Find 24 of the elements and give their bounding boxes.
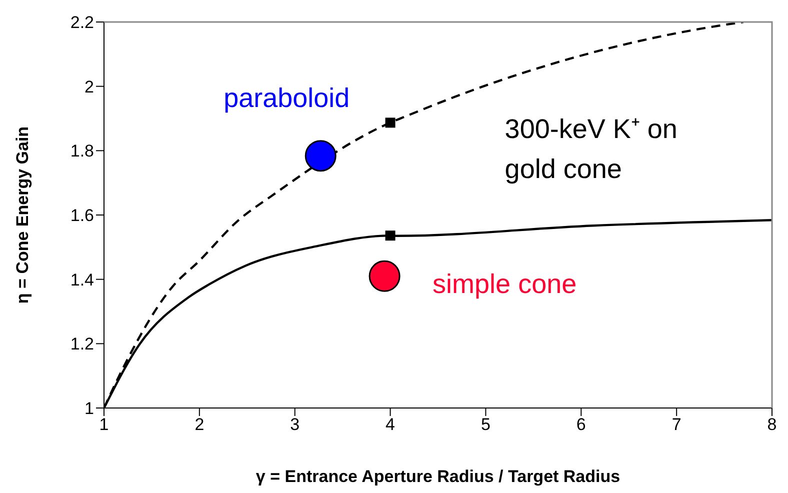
point xyxy=(304,140,336,172)
y-tick-label: 1.8 xyxy=(70,142,94,161)
y-tick-label: 2.2 xyxy=(70,13,94,32)
x-tick-label: 1 xyxy=(99,415,109,434)
point xyxy=(368,260,400,292)
y-axis-title: η = Cone Energy Gain xyxy=(13,126,32,304)
y-tick-label: 1 xyxy=(84,399,94,418)
x-tick-label: 5 xyxy=(480,415,490,434)
x-tick-label: 4 xyxy=(386,415,396,434)
x-axis-title: γ = Entrance Aperture Radius / Target Radius xyxy=(256,467,620,486)
annotation: 300-keV K⁺ on gold cone xyxy=(504,112,678,186)
x-tick-label: 3 xyxy=(290,415,300,434)
y-tick-label: 2 xyxy=(84,77,94,96)
series-label: paraboloid xyxy=(224,82,350,113)
x-tick-label: 7 xyxy=(672,415,682,434)
y-tick-label: 1.4 xyxy=(70,270,94,290)
x-tick-label: 2 xyxy=(194,415,204,434)
y-tick-label: 1.2 xyxy=(70,334,94,354)
point xyxy=(385,230,396,241)
y-tick-label: 1.6 xyxy=(70,206,94,226)
x-tick-label: 8 xyxy=(767,415,777,434)
series-label: simple cone xyxy=(432,269,577,300)
point xyxy=(385,118,396,128)
x-tick-label: 6 xyxy=(576,415,586,434)
